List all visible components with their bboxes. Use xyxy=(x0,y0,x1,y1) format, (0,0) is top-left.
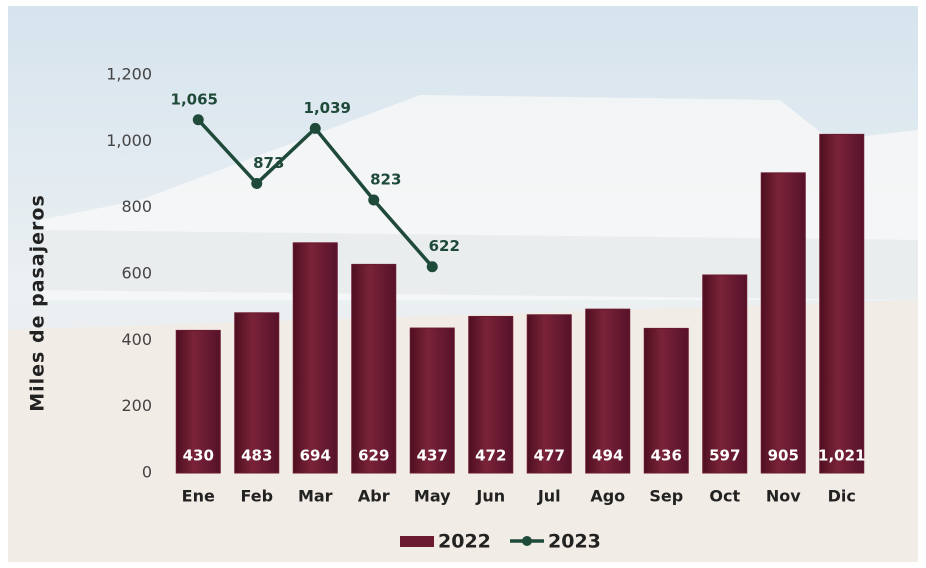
data-label: 1,039 xyxy=(304,99,351,117)
data-label: 873 xyxy=(253,154,284,172)
legend-label: 2022 xyxy=(438,531,491,553)
data-label: 629 xyxy=(358,447,389,465)
y-tick-label: 800 xyxy=(121,197,152,216)
data-label: 494 xyxy=(592,447,623,465)
y-tick-label: 1,000 xyxy=(106,131,152,150)
bar xyxy=(643,327,689,474)
bar xyxy=(292,242,338,474)
bar xyxy=(234,312,280,474)
x-tick-label: Sep xyxy=(649,487,683,506)
y-tick-label: 200 xyxy=(121,396,152,415)
data-label: 597 xyxy=(709,447,740,465)
data-label: 694 xyxy=(300,447,331,465)
data-label: 483 xyxy=(241,447,272,465)
bar xyxy=(409,327,455,474)
legend-label: 2023 xyxy=(548,531,601,553)
bar xyxy=(351,263,397,474)
bar xyxy=(526,314,572,474)
data-label: 436 xyxy=(651,447,682,465)
x-tick-label: Ago xyxy=(590,487,625,506)
data-label: 905 xyxy=(768,447,799,465)
x-tick-label: Mar xyxy=(298,487,333,506)
x-tick-label: May xyxy=(414,487,451,506)
data-label: 622 xyxy=(429,237,460,255)
data-label: 477 xyxy=(534,447,565,465)
line-point xyxy=(192,114,204,126)
data-label: 823 xyxy=(370,171,401,189)
x-tick-label: Jun xyxy=(475,487,505,506)
data-label: 1,065 xyxy=(171,90,218,108)
line-point xyxy=(368,194,380,206)
y-axis-label: Miles de pasajeros xyxy=(27,194,49,412)
line-point xyxy=(251,177,263,189)
x-tick-label: Dic xyxy=(828,487,856,506)
data-label: 430 xyxy=(183,447,214,465)
data-label: 437 xyxy=(417,447,448,465)
legend-swatch xyxy=(522,536,532,546)
y-tick-label: 1,200 xyxy=(106,65,152,84)
x-tick-label: Oct xyxy=(709,487,740,506)
x-tick-label: Jul xyxy=(537,487,561,506)
y-tick-label: 400 xyxy=(121,330,152,349)
bar xyxy=(585,308,631,474)
y-tick-label: 600 xyxy=(121,264,152,283)
x-tick-label: Abr xyxy=(358,487,390,506)
data-label: 472 xyxy=(475,447,506,465)
x-tick-label: Ene xyxy=(182,487,215,506)
bar xyxy=(468,315,514,474)
x-tick-label: Feb xyxy=(240,487,273,506)
x-tick-label: Nov xyxy=(766,487,801,506)
data-label: 1,021 xyxy=(818,447,865,465)
line-point xyxy=(426,261,438,273)
bar xyxy=(760,172,806,474)
y-tick-label: 0 xyxy=(142,463,152,482)
bar xyxy=(175,329,221,474)
bar xyxy=(702,274,748,474)
legend-swatch xyxy=(400,536,434,547)
line-point xyxy=(309,122,321,134)
bar xyxy=(819,133,865,474)
